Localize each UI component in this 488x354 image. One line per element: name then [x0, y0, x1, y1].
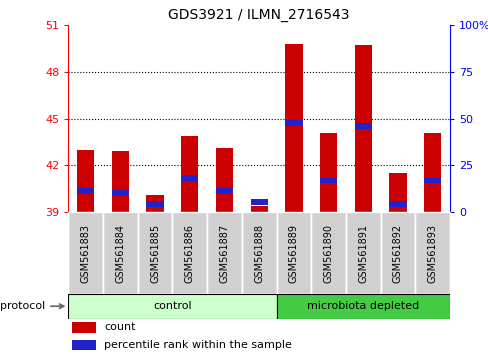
- Bar: [423, 133, 440, 212]
- Bar: [354, 123, 371, 129]
- FancyBboxPatch shape: [414, 212, 449, 294]
- Bar: [181, 175, 198, 181]
- FancyBboxPatch shape: [138, 212, 172, 294]
- FancyBboxPatch shape: [380, 212, 414, 294]
- Text: GSM561884: GSM561884: [115, 224, 125, 282]
- Text: count: count: [104, 322, 135, 332]
- FancyBboxPatch shape: [207, 212, 242, 294]
- Bar: [112, 152, 129, 212]
- Text: control: control: [153, 301, 191, 311]
- Bar: [354, 45, 371, 212]
- Bar: [423, 178, 440, 183]
- FancyBboxPatch shape: [310, 212, 345, 294]
- Bar: [388, 173, 406, 212]
- Bar: [250, 206, 267, 212]
- Text: GSM561887: GSM561887: [219, 223, 229, 283]
- Text: GSM561888: GSM561888: [254, 224, 264, 282]
- FancyBboxPatch shape: [242, 212, 276, 294]
- Bar: [77, 150, 94, 212]
- Bar: [77, 188, 94, 194]
- Text: GSM561886: GSM561886: [184, 224, 194, 282]
- Text: protocol: protocol: [0, 301, 64, 311]
- Text: GSM561885: GSM561885: [150, 223, 160, 283]
- FancyBboxPatch shape: [103, 212, 138, 294]
- Bar: [250, 199, 267, 205]
- Title: GDS3921 / ILMN_2716543: GDS3921 / ILMN_2716543: [168, 8, 349, 22]
- Bar: [215, 188, 233, 194]
- Text: microbiota depleted: microbiota depleted: [306, 301, 419, 311]
- Text: GSM561891: GSM561891: [358, 224, 367, 282]
- Bar: [112, 190, 129, 196]
- Text: GSM561889: GSM561889: [288, 224, 298, 282]
- FancyBboxPatch shape: [68, 294, 276, 319]
- Text: GSM561883: GSM561883: [81, 224, 91, 282]
- Bar: [285, 44, 302, 212]
- Bar: [72, 322, 96, 333]
- Bar: [181, 136, 198, 212]
- Text: percentile rank within the sample: percentile rank within the sample: [104, 340, 291, 350]
- FancyBboxPatch shape: [276, 212, 310, 294]
- Bar: [285, 120, 302, 126]
- Bar: [72, 340, 96, 350]
- FancyBboxPatch shape: [68, 212, 103, 294]
- Bar: [319, 133, 337, 212]
- FancyBboxPatch shape: [345, 212, 380, 294]
- FancyBboxPatch shape: [276, 294, 449, 319]
- Text: GSM561892: GSM561892: [392, 223, 402, 283]
- FancyBboxPatch shape: [172, 212, 207, 294]
- Text: GSM561890: GSM561890: [323, 224, 333, 282]
- Bar: [319, 178, 337, 183]
- Text: GSM561893: GSM561893: [427, 224, 437, 282]
- Bar: [146, 195, 163, 212]
- Bar: [146, 201, 163, 207]
- Bar: [215, 148, 233, 212]
- Bar: [388, 201, 406, 207]
